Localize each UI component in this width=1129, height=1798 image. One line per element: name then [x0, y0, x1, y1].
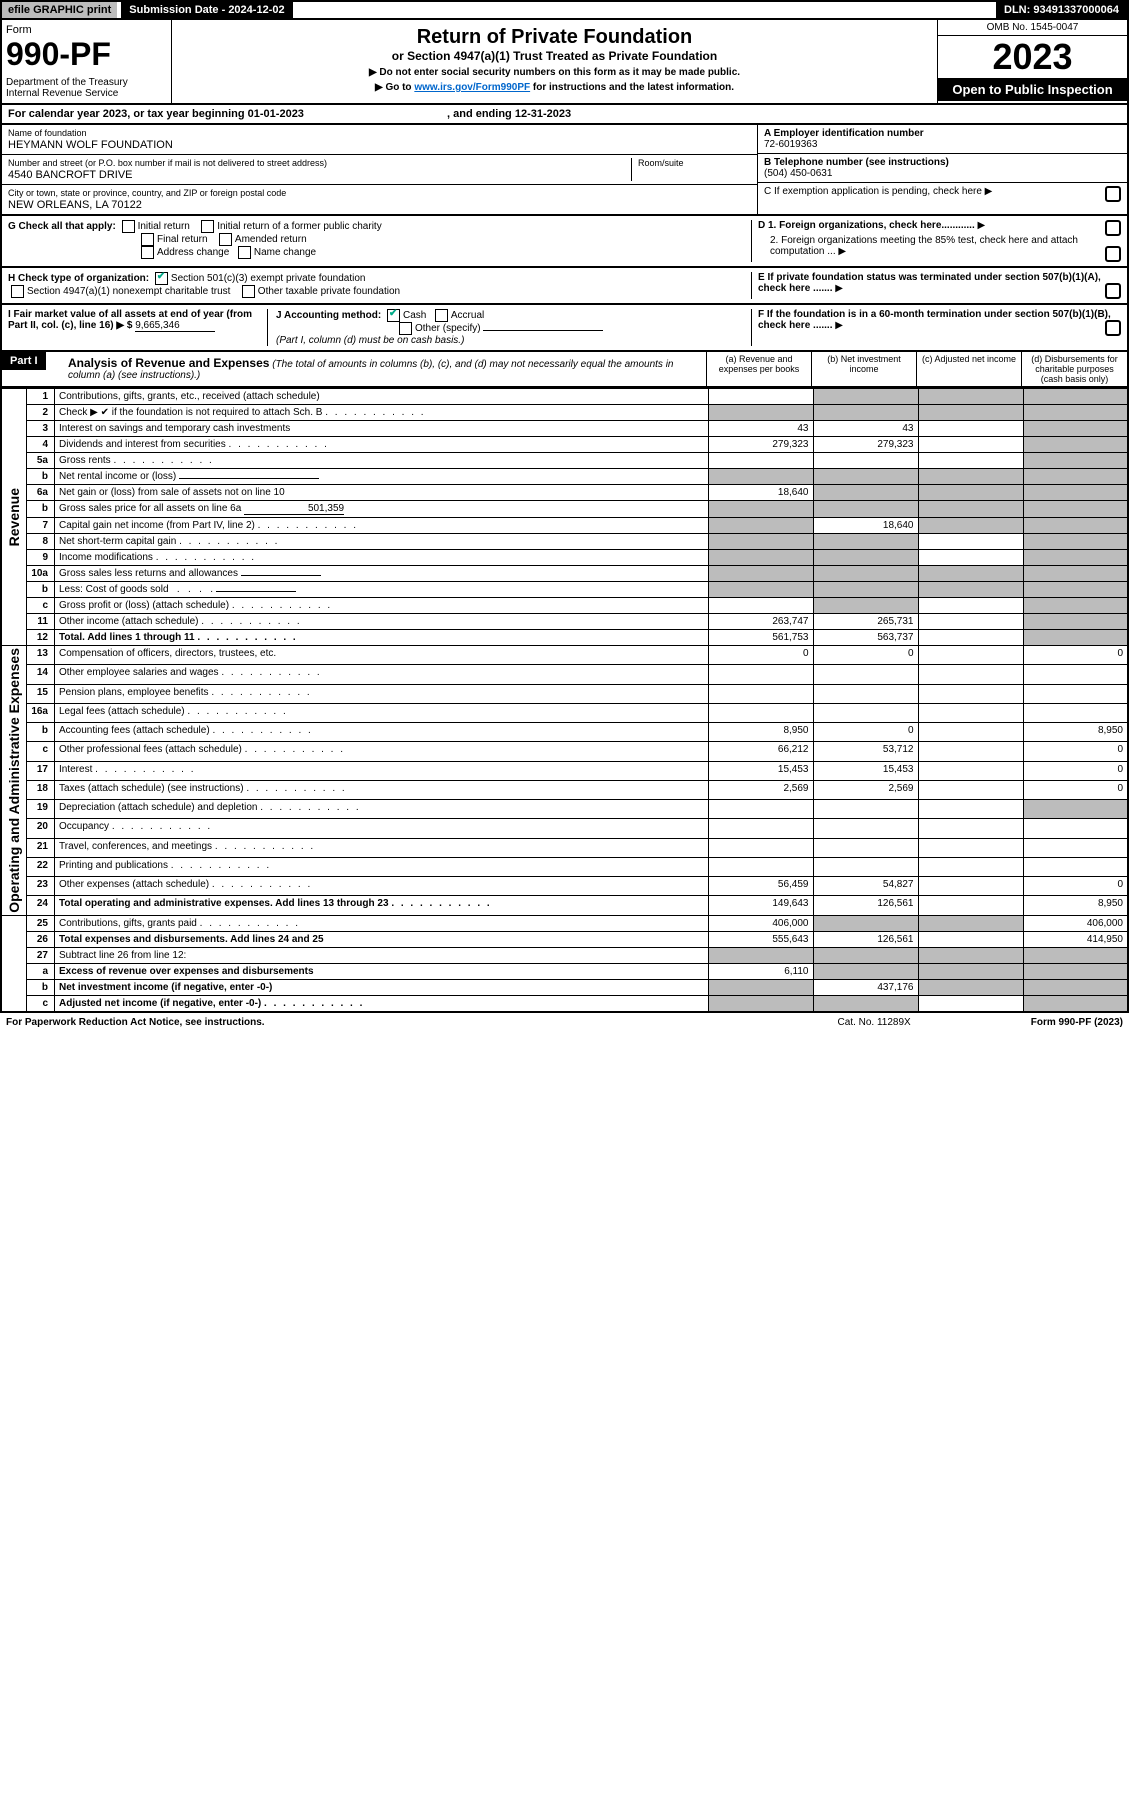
h-e-row: H Check type of organization: Section 50…: [0, 268, 1129, 305]
row-9: 9Income modifications: [1, 550, 1128, 566]
row-27: 27Subtract line 26 from line 12:: [1, 947, 1128, 963]
row-5a: 5aGross rents: [1, 453, 1128, 469]
col-c: (c) Adjusted net income: [917, 352, 1022, 386]
fmv: 9,665,346: [135, 320, 215, 332]
d1: D 1. Foreign organizations, check here..…: [758, 220, 1121, 231]
cb-f[interactable]: [1105, 320, 1121, 336]
row-12: 12Total. Add lines 1 through 11 561,7535…: [1, 630, 1128, 646]
row-27a: aExcess of revenue over expenses and dis…: [1, 963, 1128, 979]
main-table: Revenue 1Contributions, gifts, grants, e…: [0, 388, 1129, 1013]
header-left: Form 990-PF Department of the Treasury I…: [2, 20, 172, 103]
row-16a: 16aLegal fees (attach schedule): [1, 703, 1128, 722]
efile-badge: efile GRAPHIC print: [2, 2, 117, 18]
note-ssn: ▶ Do not enter social security numbers o…: [178, 67, 931, 78]
row-17: 17Interest 15,45315,4530: [1, 761, 1128, 780]
row-7: 7Capital gain net income (from Part IV, …: [1, 518, 1128, 534]
tax-year: 2023: [938, 36, 1127, 78]
c-checkbox[interactable]: [1105, 186, 1121, 202]
row-19: 19Depreciation (attach schedule) and dep…: [1, 800, 1128, 819]
row-3: 3Interest on savings and temporary cash …: [1, 421, 1128, 437]
form-label: Form: [6, 24, 167, 36]
row-13: Operating and Administrative Expenses 13…: [1, 646, 1128, 665]
footer-mid: Cat. No. 11289X: [838, 1017, 911, 1028]
row-27b: bNet investment income (if negative, ent…: [1, 979, 1128, 995]
cb-other-acct[interactable]: [399, 322, 412, 335]
ein-row: A Employer identification number 72-6019…: [758, 125, 1127, 154]
row-4: 4Dividends and interest from securities …: [1, 437, 1128, 453]
form-header: Form 990-PF Department of the Treasury I…: [0, 20, 1129, 105]
row-16c: cOther professional fees (attach schedul…: [1, 742, 1128, 761]
row-15: 15Pension plans, employee benefits: [1, 684, 1128, 703]
i-j-f-row: I Fair market value of all assets at end…: [0, 305, 1129, 352]
col-d: (d) Disbursements for charitable purpose…: [1022, 352, 1127, 386]
row-27c: cAdjusted net income (if negative, enter…: [1, 995, 1128, 1012]
row-8: 8Net short-term capital gain: [1, 534, 1128, 550]
revenue-label: Revenue: [6, 488, 22, 546]
row-11: 11Other income (attach schedule) 263,747…: [1, 614, 1128, 630]
form-title: Return of Private Foundation: [178, 26, 931, 49]
row-2: 2Check ▶ ✔ if the foundation is not requ…: [1, 405, 1128, 421]
cb-accrual[interactable]: [435, 309, 448, 322]
id-block: Name of foundation HEYMANN WOLF FOUNDATI…: [0, 125, 1129, 216]
footer-left: For Paperwork Reduction Act Notice, see …: [6, 1017, 265, 1028]
row-14: 14Other employee salaries and wages: [1, 665, 1128, 684]
calendar-row: For calendar year 2023, or tax year begi…: [0, 105, 1129, 125]
note-link: ▶ Go to www.irs.gov/Form990PF for instru…: [178, 82, 931, 93]
row-21: 21Travel, conferences, and meetings: [1, 838, 1128, 857]
row-18: 18Taxes (attach schedule) (see instructi…: [1, 780, 1128, 799]
cb-amended[interactable]: [219, 233, 232, 246]
cb-final[interactable]: [141, 233, 154, 246]
city-row: City or town, state or province, country…: [2, 185, 757, 214]
header-right: OMB No. 1545-0047 2023 Open to Public In…: [937, 20, 1127, 103]
row-26: 26Total expenses and disbursements. Add …: [1, 931, 1128, 947]
d2: 2. Foreign organizations meeting the 85%…: [758, 235, 1121, 257]
row-16b: bAccounting fees (attach schedule) 8,950…: [1, 723, 1128, 742]
form-number: 990-PF: [6, 36, 167, 73]
part-label: Part I: [2, 352, 46, 370]
header-center: Return of Private Foundation or Section …: [172, 20, 937, 103]
cb-d2[interactable]: [1105, 246, 1121, 262]
col-b: (b) Net investment income: [812, 352, 917, 386]
row-10a: 10aGross sales less returns and allowanc…: [1, 566, 1128, 582]
row-23: 23Other expenses (attach schedule) 56,45…: [1, 877, 1128, 896]
topbar: efile GRAPHIC print Submission Date - 20…: [0, 0, 1129, 20]
addr-row: Number and street (or P.O. box number if…: [2, 155, 757, 185]
part1-header: Part I Analysis of Revenue and Expenses …: [0, 352, 1129, 388]
name-row: Name of foundation HEYMANN WOLF FOUNDATI…: [2, 125, 757, 155]
cb-address[interactable]: [141, 246, 154, 259]
col-a: (a) Revenue and expenses per books: [707, 352, 812, 386]
cb-cash[interactable]: [387, 309, 400, 322]
omb: OMB No. 1545-0047: [938, 20, 1127, 36]
dept: Department of the Treasury Internal Reve…: [6, 77, 167, 99]
row-1: Revenue 1Contributions, gifts, grants, e…: [1, 389, 1128, 405]
cb-name[interactable]: [238, 246, 251, 259]
row-22: 22Printing and publications: [1, 857, 1128, 876]
cb-initial[interactable]: [122, 220, 135, 233]
dln: DLN: 93491337000064: [996, 2, 1127, 18]
phone-row: B Telephone number (see instructions) (5…: [758, 154, 1127, 183]
footer-right: Form 990-PF (2023): [1031, 1017, 1123, 1028]
g-d-row: G Check all that apply: Initial return I…: [0, 216, 1129, 268]
irs-link[interactable]: www.irs.gov/Form990PF: [414, 82, 530, 93]
cb-501c3[interactable]: [155, 272, 168, 285]
row-20: 20Occupancy: [1, 819, 1128, 838]
row-10c: cGross profit or (loss) (attach schedule…: [1, 598, 1128, 614]
cb-other-tax[interactable]: [242, 285, 255, 298]
cb-d1[interactable]: [1105, 220, 1121, 236]
expenses-label: Operating and Administrative Expenses: [6, 648, 22, 913]
form-subtitle: or Section 4947(a)(1) Trust Treated as P…: [178, 49, 931, 63]
footer: For Paperwork Reduction Act Notice, see …: [0, 1013, 1129, 1032]
row-10b: bLess: Cost of goods sold . . . .: [1, 582, 1128, 598]
row-25: 25Contributions, gifts, grants paid 406,…: [1, 915, 1128, 931]
cb-4947[interactable]: [11, 285, 24, 298]
open-inspection: Open to Public Inspection: [938, 78, 1127, 101]
cb-e[interactable]: [1105, 283, 1121, 299]
row-6a: 6aNet gain or (loss) from sale of assets…: [1, 485, 1128, 501]
c-row: C If exemption application is pending, c…: [758, 183, 1127, 200]
row-6b: bGross sales price for all assets on lin…: [1, 501, 1128, 518]
cb-initial-former[interactable]: [201, 220, 214, 233]
row-5b: bNet rental income or (loss): [1, 469, 1128, 485]
submission-date: Submission Date - 2024-12-02: [121, 2, 292, 18]
row-24: 24Total operating and administrative exp…: [1, 896, 1128, 915]
